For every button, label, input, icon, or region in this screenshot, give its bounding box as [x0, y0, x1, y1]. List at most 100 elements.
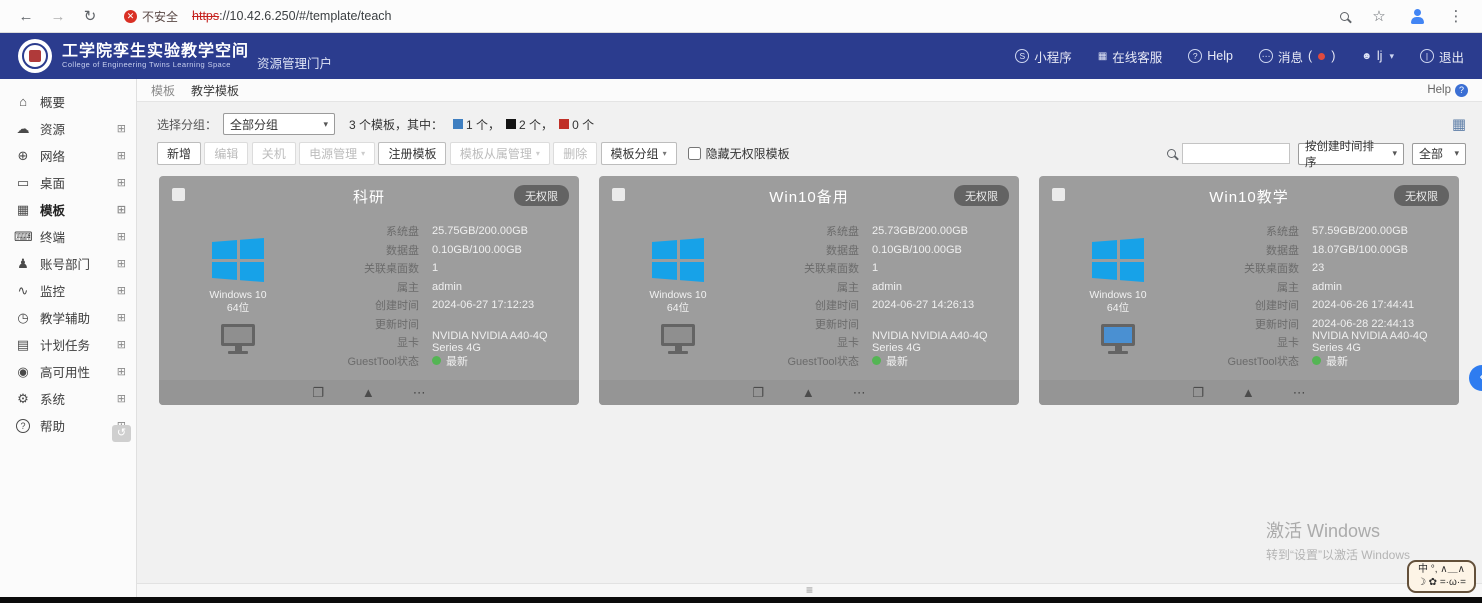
field-value: 2024-06-27 14:26:13 [872, 299, 974, 311]
card-field-row: 更新时间 [317, 315, 579, 334]
back-icon[interactable]: ← [18, 7, 34, 25]
clone-icon[interactable]: ❐ [312, 385, 324, 400]
field-value: 最新 [432, 353, 468, 369]
toolbar-buttons: 新增 编辑 关机 电源管理 ▾ 注册模板 模板从属管理 ▾ 删除 模板分组 ▾ [157, 142, 677, 165]
template-group-button[interactable]: 模板分组 ▾ [600, 142, 677, 165]
sidebar-item-desktop[interactable]: ▭ 桌面 ⊞ [0, 169, 136, 196]
card-body: Windows 10 64位 系统盘 25.75GB/200.00GB 数据盘 0.10G… [159, 220, 579, 370]
header-nav-user[interactable]: ☻ lj ▾ [1361, 49, 1394, 63]
url-bar[interactable]: https://10.42.6.250/#/template/teach [192, 9, 1332, 23]
sidebar-collapse-button[interactable]: ↺ [112, 425, 131, 442]
sort-select[interactable]: 按创建时间排序 ▾ [1298, 141, 1404, 169]
expand-plus-icon[interactable]: ⊞ [116, 366, 126, 378]
expand-plus-icon[interactable]: ⊞ [116, 312, 126, 324]
search-icon [1167, 149, 1176, 158]
field-value: 25.73GB/200.00GB [872, 225, 968, 237]
expand-plus-icon[interactable]: ⊞ [116, 285, 126, 297]
sidebar-item-overview[interactable]: ⌂ 概要 [0, 88, 136, 115]
sidebar-item-terminal[interactable]: ⌨ 终端 ⊞ [0, 223, 136, 250]
eject-icon[interactable]: ▲ [801, 385, 815, 400]
scope-select[interactable]: 全部 ▾ [1412, 142, 1466, 165]
expand-plus-icon[interactable]: ⊞ [116, 204, 126, 216]
expand-plus-icon[interactable]: ⊞ [116, 231, 126, 243]
sidebar-item-monitoring[interactable]: ∿ 监控 ⊞ [0, 277, 136, 304]
message-icon: ⋯ [1259, 49, 1273, 63]
clone-icon[interactable]: ❐ [752, 385, 764, 400]
header-nav-messages[interactable]: ⋯ 消息 () [1259, 47, 1335, 66]
register-template-button[interactable]: 注册模板 [378, 142, 447, 165]
expand-panel-chevron[interactable]: ‹ [1469, 365, 1482, 391]
bottom-resize-grip[interactable]: ≡ [137, 583, 1482, 597]
card-field-row: 关联桌面数 1 [757, 259, 1019, 278]
power-mgmt-button[interactable]: 电源管理 ▾ [299, 142, 376, 165]
field-value-text: 0.10GB/100.00GB [432, 243, 522, 256]
field-value: admin [432, 281, 462, 293]
edit-button[interactable]: 编辑 [204, 142, 249, 165]
expand-plus-icon[interactable]: ⊞ [116, 258, 126, 270]
more-icon[interactable]: ⋯ [1292, 385, 1306, 400]
forward-icon[interactable]: → [50, 7, 66, 25]
permission-badge: 无权限 [1394, 185, 1449, 206]
bookmark-star-icon[interactable]: ☆ [1372, 8, 1386, 25]
template-ownership-button[interactable]: 模板从属管理 ▾ [449, 142, 550, 165]
field-value-text: 2024-06-26 17:44:41 [1312, 299, 1415, 312]
sidebar-item-resource[interactable]: ☁ 资源 ⊞ [0, 115, 136, 142]
hide-noauth-checkbox[interactable] [687, 147, 701, 160]
header-nav-logout[interactable]: | 退出 [1419, 47, 1464, 66]
sidebar-item-account-dept[interactable]: ♟ 账号部门 ⊞ [0, 250, 136, 277]
header-nav-miniprogram[interactable]: S 小程序 [1015, 47, 1072, 66]
tab-template[interactable]: 模板 [151, 83, 176, 98]
sidebar-item-label: 教学辅助 [40, 312, 91, 326]
card-checkbox[interactable] [1052, 188, 1065, 201]
help-link[interactable]: Help ? [1427, 83, 1468, 97]
more-icon[interactable]: ⋯ [852, 385, 866, 400]
button-label: 编辑 [214, 147, 239, 161]
template-card[interactable]: Win10备用 无权限 Windows 10 64位 系统盘 25.73GB/200.00… [599, 176, 1019, 405]
zoom-icon[interactable] [1340, 11, 1349, 21]
field-value: NVIDIA NVIDIA A40-4Q Series 4G [432, 330, 579, 354]
field-value: 1 [872, 262, 878, 274]
header-nav-help[interactable]: ? Help [1188, 49, 1233, 63]
eject-icon[interactable]: ▲ [361, 385, 375, 400]
sidebar-item-network[interactable]: ⊕ 网络 ⊞ [0, 142, 136, 169]
eject-icon[interactable]: ▲ [1241, 385, 1255, 400]
toolbar: 新增 编辑 关机 电源管理 ▾ 注册模板 模板从属管理 ▾ 删除 模板分组 ▾ 隐藏无… [157, 141, 1466, 169]
ime-status-bar[interactable]: 中 °, ∧＿∧ ☽ ✿ =·ω·= [1406, 560, 1476, 593]
expand-plus-icon[interactable]: ⊞ [116, 393, 126, 405]
expand-plus-icon[interactable]: ⊞ [116, 177, 126, 189]
shutdown-button[interactable]: 关机 [251, 142, 296, 165]
tab-teach-template[interactable]: 教学模板 [191, 83, 240, 98]
grid-view-icon[interactable]: ▦ [1451, 116, 1466, 133]
clock-icon: ◷ [17, 309, 29, 325]
field-label: 创建时间 [815, 300, 859, 313]
clone-icon[interactable]: ❐ [1192, 385, 1204, 400]
ime-line2: ☽ ✿ =·ω·= [1416, 576, 1466, 588]
expand-plus-icon[interactable]: ⊞ [116, 150, 126, 162]
field-label: 创建时间 [375, 300, 419, 313]
expand-plus-icon[interactable]: ⊞ [116, 123, 126, 135]
card-checkbox[interactable] [612, 188, 625, 201]
sidebar-item-label: 概要 [40, 96, 66, 110]
browser-profile-avatar[interactable] [1409, 8, 1426, 25]
reload-icon[interactable]: ↻ [83, 8, 97, 25]
security-badge[interactable]: ✕ 不安全 [124, 8, 178, 25]
more-icon[interactable]: ⋯ [412, 385, 426, 400]
template-card[interactable]: 科研 无权限 Windows 10 64位 系统盘 25.75GB/200.00GB 数据盘… [159, 176, 579, 405]
template-card[interactable]: Win10教学 无权限 Windows 10 64位 系统盘 57.59GB/200.00… [1039, 176, 1459, 405]
add-button[interactable]: 新增 [157, 142, 202, 165]
expand-plus-icon[interactable]: ⊞ [116, 339, 126, 351]
app-subtitle: College of Engineering Twins Learning Sp… [62, 59, 231, 69]
sidebar-item-template[interactable]: ▦ 模板 ⊞ [0, 196, 136, 223]
card-body: Windows 10 64位 系统盘 57.59GB/200.00GB 数据盘 18.07… [1039, 220, 1459, 370]
header-nav-online-service[interactable]: ▦ 在线客服 [1098, 47, 1162, 66]
browser-menu-icon[interactable]: ⋮ [1448, 8, 1464, 25]
sidebar-item-teach-assist[interactable]: ◷ 教学辅助 ⊞ [0, 304, 136, 331]
sidebar-item-high-availability[interactable]: ◉ 高可用性 ⊞ [0, 358, 136, 385]
sidebar-item-system[interactable]: ⚙ 系统 ⊞ [0, 385, 136, 412]
group-select[interactable]: 全部分组 ▾ [223, 113, 336, 135]
card-checkbox[interactable] [172, 188, 185, 201]
sidebar-item-scheduled-tasks[interactable]: ▤ 计划任务 ⊞ [0, 331, 136, 358]
delete-button[interactable]: 删除 [553, 142, 598, 165]
search-input[interactable] [1182, 143, 1290, 164]
desktop-icon: ▭ [16, 174, 30, 190]
